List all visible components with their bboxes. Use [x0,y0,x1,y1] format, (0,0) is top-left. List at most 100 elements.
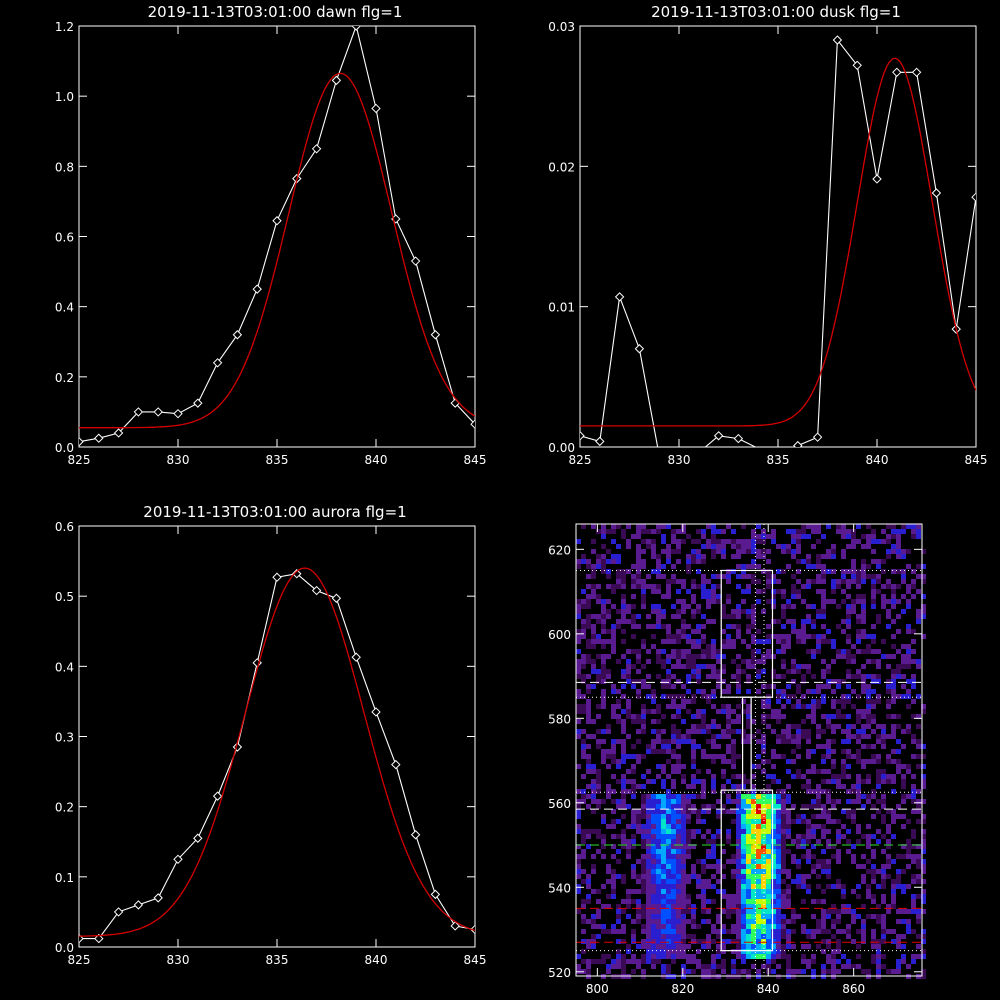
spectrogram-cell [906,654,911,659]
aurora-data-point [450,921,460,931]
spectrogram-cell [606,654,611,659]
spectrogram-cell [701,804,706,809]
spectrogram-cell [901,889,906,894]
spectrogram-cell [651,739,656,744]
spectrogram-cell [896,874,901,879]
spectrogram-cell [631,604,636,609]
spectrogram-cell [726,614,731,619]
spectrogram-cell [726,624,731,629]
spectrogram-cell [771,939,776,944]
spectrogram-cell [721,964,726,969]
spectrogram-cell [866,839,871,844]
spectrogram-cell [866,734,871,739]
spectrogram-cell [896,544,901,549]
spectrogram-cell [656,804,661,809]
spectrogram-cell [831,819,836,824]
spectrogram-cell [656,874,661,879]
spectrogram-cell [681,779,686,784]
spectrogram-cell [846,659,851,664]
spectrogram-cell [776,949,781,954]
spectrogram-cell [701,584,706,589]
spectrogram-cell [711,864,716,869]
spectrogram-cell [641,874,646,879]
spectrogram-cell [846,674,851,679]
spectrogram-cell [826,724,831,729]
spectrogram-cell [831,644,836,649]
spectrogram-cell [606,879,611,884]
spectrogram-cell [826,844,831,849]
spectrogram-cell [606,629,611,634]
spectrogram-cell [601,704,606,709]
spectrogram-cell [821,574,826,579]
spectrogram-cell [741,914,746,919]
spectrogram-cell [691,809,696,814]
spectrogram-cell [891,604,896,609]
spectrogram-cell [636,824,641,829]
spectrogram-cell [746,804,751,809]
spectrogram-cell [661,539,666,544]
spectrogram-cell [596,599,601,604]
spectrogram-cell [771,889,776,894]
spectrogram-cell [736,934,741,939]
spectrogram-cell [771,809,776,814]
spectrogram-cell [776,689,781,694]
spectrogram-cell [626,959,631,964]
spectrogram-cell [766,759,771,764]
spectrogram-cell [596,619,601,624]
spectrogram-cell [761,589,766,594]
spectrogram-cell [871,804,876,809]
spectrogram-cell [701,859,706,864]
aurora-data-point [410,830,421,840]
spectrogram-cell [856,579,861,584]
spectrogram-cell [621,804,626,809]
spectrogram-cell [656,749,661,754]
spectrogram-cell [836,579,841,584]
spectrogram-cell [861,864,866,869]
spectrogram-cell [761,669,766,674]
spectrogram-cell [656,604,661,609]
spectrogram-cell [656,719,661,724]
spectrogram-cell [736,684,741,689]
spectrogram-cell [631,614,636,619]
spectrogram-cell [671,664,676,669]
spectrogram-cell [776,694,781,699]
spectrogram-cell [606,789,611,794]
spectrogram-cell [906,524,911,529]
spectrogram-cell [661,614,666,619]
spectrogram-cell [876,649,881,654]
spectrogram-cell [886,624,891,629]
spectrogram-cell [886,704,891,709]
spectrogram-cell [731,969,736,974]
spectrogram-cell [661,694,666,699]
spectrogram-cell [786,969,791,974]
spectrogram-cell [921,579,926,584]
spectrogram-cell [851,539,856,544]
spectrogram-cell [781,894,786,899]
spectrogram-cell [601,844,606,849]
aurora-data-point [292,569,302,579]
spectrogram-cell [661,664,666,669]
spectrogram-cell [701,964,706,969]
spectrogram-cell [686,959,691,964]
spectrogram-cell [736,839,741,844]
spectrogram-cell [686,654,691,659]
spectrogram-cell [661,849,666,854]
spectrogram-cell [646,949,651,954]
spectrogram-cell [816,944,821,949]
spectrogram-cell [766,859,771,864]
spectrogram-cell [726,779,731,784]
spectrogram-cell [811,544,816,549]
spectrogram-cell [806,584,811,589]
spectrogram-cell [711,924,716,929]
spectrogram-cell [661,574,666,579]
spectrogram-cell [581,729,586,734]
spectrogram-cell [706,884,711,889]
spectrogram-cell [576,734,581,739]
spectrogram-cell [596,789,601,794]
spectrogram-cell [796,834,801,839]
spectrogram-cell [636,964,641,969]
spectrogram-cell [796,594,801,599]
spectrogram-cell [821,769,826,774]
spectrogram-cell [581,744,586,749]
spectrogram-cell [811,969,816,974]
